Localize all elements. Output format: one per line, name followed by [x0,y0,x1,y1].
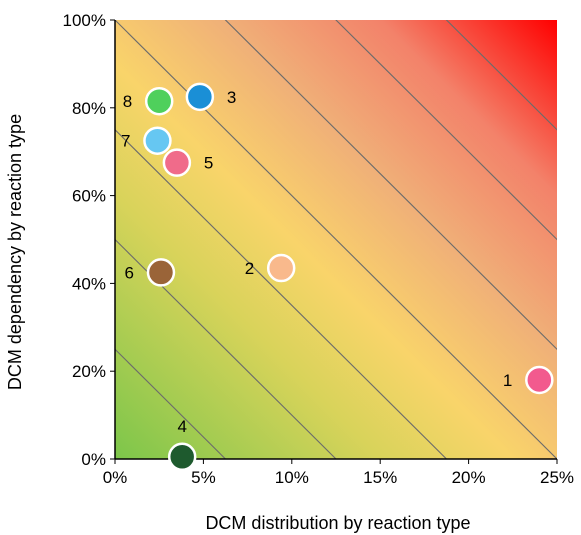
y-tick-label: 100% [63,11,106,30]
y-tick-label: 80% [72,99,106,118]
y-tick-label: 0% [81,450,106,469]
y-tick-label: 60% [72,187,106,206]
data-point-label: 7 [121,132,130,151]
data-point-label: 8 [123,92,132,111]
data-point [143,126,172,155]
contour-line [115,129,447,459]
data-point [525,365,554,395]
contour-line [224,20,557,351]
data-point-label: 5 [204,154,213,173]
x-tick-label: 0% [103,468,128,487]
data-point-label: 2 [245,259,254,278]
data-point-label: 6 [124,263,133,282]
x-tick-label: 15% [363,468,397,487]
x-axis-title: DCM distribution by reaction type [205,513,470,533]
contour-line [115,348,226,459]
y-axis-title: DCM dependency by reaction type [5,114,25,390]
y-tick-label: 40% [72,274,106,293]
x-tick-label: 25% [540,468,574,487]
data-point-label: 4 [177,417,186,436]
x-tick-label: 5% [191,468,216,487]
tick-labels: 0% 5% 10% 15% 20% 25% 0% 20% 40% 60% 80% 100% [63,11,575,487]
data-point-label: 3 [227,88,236,107]
data-points: 1 2 3 4 5 6 7 8 [121,82,554,472]
y-tick-label: 20% [72,362,106,381]
x-tick-label: 20% [452,468,486,487]
x-tick-label: 10% [275,468,309,487]
data-point [266,253,296,283]
data-point [144,86,174,116]
contour-line [445,20,557,131]
data-point [167,442,197,472]
data-point-label: 1 [503,371,512,390]
data-point [162,148,192,177]
data-point [146,258,176,287]
data-point [185,82,215,112]
contour-line [335,20,557,241]
